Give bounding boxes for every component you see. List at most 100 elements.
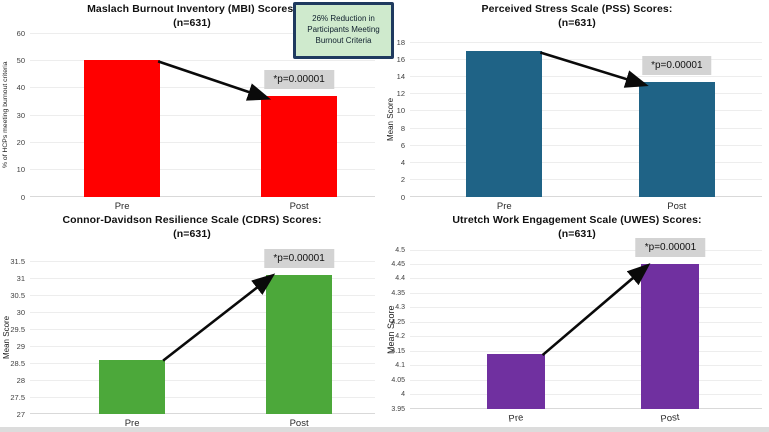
gridline [410, 110, 762, 112]
gridline [410, 321, 762, 323]
x-axis-label-pre: Pre [124, 418, 140, 429]
y-tick-label: 8 [400, 123, 405, 133]
gridline [30, 114, 375, 116]
y-tick-label: 29.5 [10, 324, 25, 334]
chart-subtitle: (n=631) [558, 16, 596, 29]
gridline [30, 396, 375, 398]
y-tick-label: 4.05 [391, 376, 405, 384]
p-value-badge: *p=0.00001 [635, 238, 706, 258]
y-tick-label: 28 [16, 375, 25, 385]
gridline [410, 292, 762, 294]
p-value-badge: *p=0.00001 [264, 69, 334, 89]
y-tick-label: 29 [16, 341, 25, 351]
y-tick-label: 16 [396, 54, 405, 64]
bar-pre [84, 60, 161, 197]
gridline [410, 162, 762, 164]
y-tick-label: 31 [16, 273, 25, 283]
gridline [410, 278, 762, 280]
gridline [30, 413, 375, 414]
chart-pss: Perceived Stress Scale (PSS) Scores: (n=6… [385, 0, 769, 211]
y-tick-label: 4 [400, 158, 405, 168]
plot-area [410, 41, 762, 197]
gridline [30, 32, 375, 34]
p-value-badge: *p=0.00001 [264, 248, 334, 268]
bar-post [641, 264, 700, 409]
x-axis-label-pre: Pre [114, 201, 130, 212]
gridline [30, 59, 375, 61]
gridline [410, 127, 762, 129]
x-axis-label-post: Post [660, 411, 681, 426]
y-tick-label: 0 [400, 192, 405, 202]
chart-subtitle: (n=631) [558, 227, 596, 240]
y-tick-label: 12 [396, 89, 405, 99]
bar-pre [99, 359, 166, 414]
y-tick-label: 18 [396, 37, 405, 47]
y-tick-label: 4.35 [391, 289, 405, 297]
gridline [30, 169, 375, 171]
y-tick-label: 30 [16, 110, 25, 120]
y-tick-label: 4.2 [395, 333, 405, 341]
plot-area [410, 249, 762, 409]
y-tick-label: 30 [16, 307, 25, 317]
gridline [410, 394, 762, 396]
gridline [410, 144, 762, 146]
y-tick-label: 4.1 [395, 362, 405, 370]
chart-title: Maslach Burnout Inventory (MBI) Scores:(… [0, 3, 384, 30]
gridline [410, 249, 762, 251]
y-tick-label: 40 [16, 83, 25, 93]
y-tick-label: 4.5 [395, 246, 405, 254]
y-tick-label: 4.25 [391, 318, 405, 326]
p-value-badge: *p=0.00001 [642, 56, 712, 76]
y-axis-label: Mean Score [2, 315, 11, 360]
gridline [410, 365, 762, 367]
y-axis-label: % of HCPs meeting burnout criteria [2, 61, 9, 169]
gridline [410, 196, 762, 197]
gridline [30, 141, 375, 143]
y-tick-label: 3.95 [391, 405, 405, 413]
y-tick-label: 4.45 [391, 260, 405, 268]
y-tick-label: 4.15 [391, 347, 405, 355]
bar-post [266, 274, 333, 414]
gridline [410, 350, 762, 352]
callout-burnout-reduction: 26% Reduction in Participants Meeting Bu… [293, 2, 394, 59]
chart-title: Connor-Davidson Resilience Scale (CDRS) … [0, 214, 384, 241]
y-tick-label: 14 [396, 71, 405, 81]
y-tick-label: 10 [16, 165, 25, 175]
gridline [30, 260, 375, 262]
x-axis-label-post: Post [667, 201, 687, 212]
gridline [410, 307, 762, 309]
bottom-strip [0, 427, 769, 432]
bar-post [261, 95, 338, 197]
bar-post [638, 82, 715, 197]
y-axis-label: Mean Score [386, 305, 396, 354]
chart-title-line: Perceived Stress Scale (PSS) Scores: [481, 3, 673, 15]
y-tick-label: 31.5 [10, 256, 25, 266]
y-tick-label: 30.5 [10, 290, 25, 300]
gridline [410, 179, 762, 181]
bar-pre [466, 51, 543, 197]
bar-pre [486, 354, 545, 409]
gridline [30, 196, 375, 197]
y-tick-label: 20 [16, 137, 25, 147]
gridline [410, 263, 762, 265]
gridline [30, 379, 375, 381]
x-axis-label-post: Post [289, 201, 309, 212]
gridline [410, 75, 762, 77]
y-tick-label: 50 [16, 55, 25, 65]
chart-title-line: Maslach Burnout Inventory (MBI) Scores: [87, 3, 297, 15]
y-axis-label: Mean Score [386, 97, 395, 142]
y-tick-label: 10 [396, 106, 405, 116]
gridline [410, 93, 762, 95]
x-axis-label-pre: Pre [507, 412, 524, 425]
chart-title: Perceived Stress Scale (PSS) Scores: (n=6… [385, 3, 769, 30]
y-tick-label: 27 [16, 409, 25, 419]
chart-uwes: Utretch Work Engagement Scale (UWES) Sco… [385, 211, 769, 427]
chart-title: Utretch Work Engagement Scale (UWES) Sco… [385, 214, 769, 241]
plot-area [30, 260, 375, 414]
y-tick-label: 60 [16, 28, 25, 38]
y-tick-label: 28.5 [10, 358, 25, 368]
y-tick-label: 4.4 [395, 275, 405, 283]
chart-subtitle: (n=631) [173, 16, 211, 29]
y-tick-label: 6 [400, 140, 405, 150]
gridline [410, 41, 762, 43]
